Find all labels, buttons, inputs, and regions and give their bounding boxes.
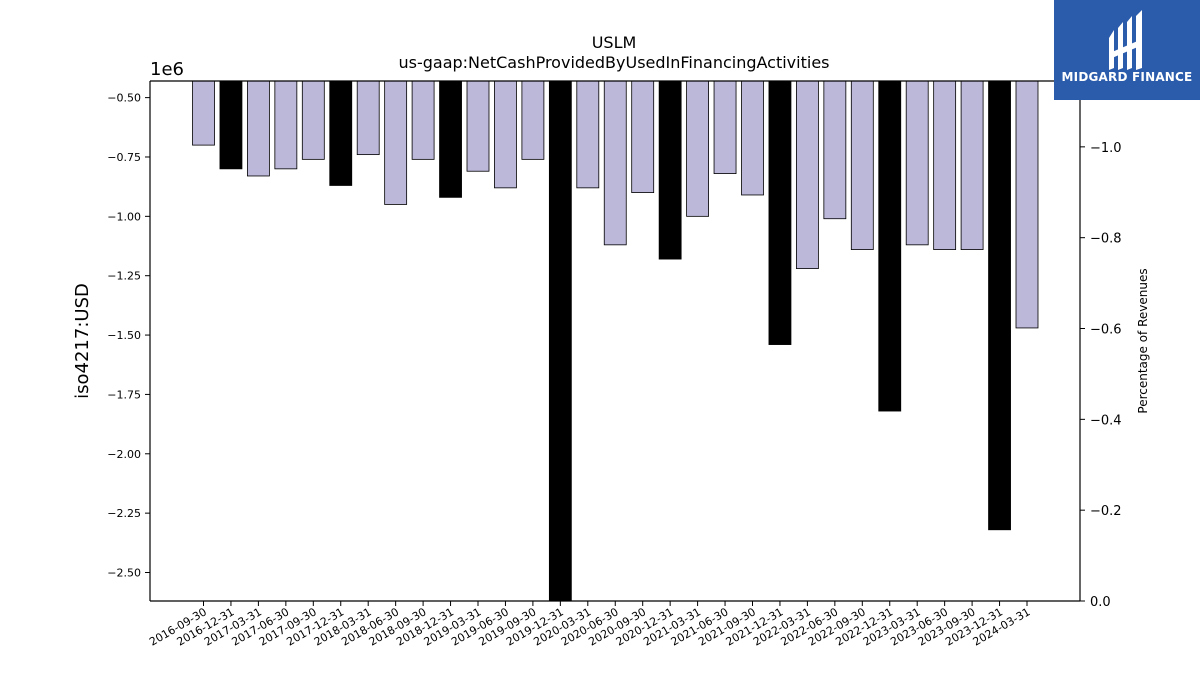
bar-2022-03-31: [796, 80, 819, 269]
bar-2021-12-31: [768, 80, 792, 345]
bar-2020-09-30: [631, 80, 655, 193]
y2-tick-label: −1.0: [1090, 141, 1122, 156]
bar-2019-12-31: [548, 80, 572, 602]
x-axis-ticks: 2016-09-302016-12-312017-03-312017-06-30…: [147, 601, 1033, 649]
bar-2022-12-31: [878, 80, 902, 412]
bar-2018-09-30: [411, 80, 435, 160]
bar-2024-03-31: [1015, 80, 1039, 329]
y-axis-label: iso4217:USD: [72, 283, 93, 399]
bar-2023-12-31: [988, 80, 1011, 531]
logo-mark-icon: [1109, 10, 1142, 70]
bar-2017-03-31: [246, 80, 270, 177]
y2-tick-label: −0.2: [1090, 504, 1122, 519]
bar-2021-06-30: [713, 80, 737, 174]
y-tick-label: −2.00: [107, 448, 141, 461]
bar-2017-12-31: [329, 80, 353, 186]
y-tick-label: −0.50: [107, 92, 141, 105]
y2-tick-label: −0.6: [1090, 323, 1122, 338]
bar-2023-06-30: [933, 80, 957, 250]
y-tick-label: −2.50: [107, 567, 141, 580]
brand-logo: MIDGARD FINANCE: [1054, 0, 1200, 100]
bar-2023-09-30: [960, 80, 984, 250]
bar-2019-03-31: [466, 80, 490, 172]
y-tick-label: −1.50: [107, 329, 141, 342]
bar-2016-12-31: [219, 80, 243, 170]
y-tick-label: −1.75: [107, 388, 141, 401]
bar-2022-09-30: [850, 80, 874, 250]
y-tick-label: −0.75: [107, 151, 141, 164]
y2-axis-ticks: −1.0 −0.8 −0.6 −0.4 −0.2 0.0: [1080, 141, 1122, 610]
y-offset-label: 1e6: [150, 59, 184, 80]
bar-2019-09-30: [521, 80, 545, 160]
bar-2017-06-30: [274, 80, 298, 170]
chart-title: USLM: [592, 33, 637, 52]
y2-tick-label: −0.4: [1090, 413, 1122, 428]
bar-2020-03-31: [576, 80, 600, 189]
bar-2022-06-30: [823, 80, 847, 220]
bar-2018-06-30: [384, 80, 408, 205]
bar-2020-06-30: [603, 80, 627, 246]
bars-group: [192, 80, 1039, 602]
y2-axis-label: Percentage of Revenues: [1136, 268, 1150, 413]
bar-2021-03-31: [686, 80, 709, 217]
bar-2018-12-31: [439, 80, 462, 198]
bar-2021-09-30: [741, 80, 764, 196]
y2-tick-label: −0.8: [1090, 232, 1122, 247]
y-tick-label: −1.25: [107, 270, 141, 283]
y2-tick-label: 0.0: [1090, 595, 1111, 610]
bar-2018-03-31: [356, 80, 380, 156]
y-tick-label: −1.00: [107, 210, 141, 223]
bar-2020-12-31: [658, 80, 682, 260]
bar-2019-06-30: [494, 80, 517, 189]
y-axis-ticks: −0.50 −0.75 −1.00 −1.25 −1.50 −1.75 −2.00 −2.25…: [107, 92, 150, 580]
y-tick-label: −2.25: [107, 507, 141, 520]
bar-2017-09-30: [301, 80, 325, 160]
bar-2023-03-31: [905, 80, 929, 246]
chart-subtitle: us-gaap:NetCashProvidedByUsedInFinancing…: [398, 53, 829, 72]
bar-2016-09-30: [192, 80, 215, 146]
logo-text: MIDGARD FINANCE: [1061, 70, 1193, 84]
